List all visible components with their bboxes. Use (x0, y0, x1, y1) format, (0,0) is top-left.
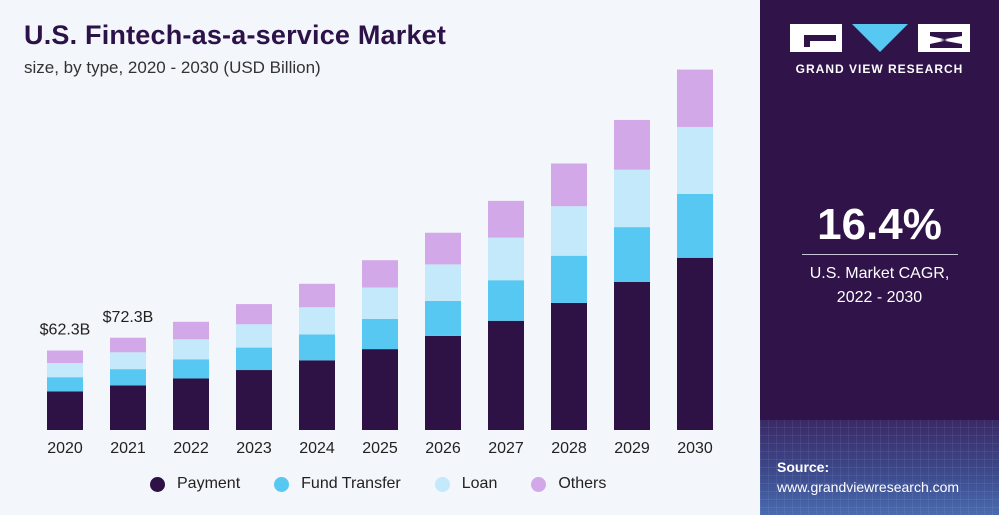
bar-fund-transfer-2026 (425, 301, 461, 336)
bar-others-2027 (488, 200, 524, 238)
bar-others-2023 (236, 304, 272, 325)
bar-others-2020 (47, 350, 83, 364)
bar-payment-2029 (614, 282, 650, 430)
x-tick-label-2024: 2024 (299, 440, 335, 457)
chart-title: U.S. Fintech-as-a-service Market (24, 20, 447, 50)
bar-fund-transfer-2030 (677, 193, 713, 258)
bar-others-2028 (551, 163, 587, 207)
legend-swatch-payment (150, 476, 165, 492)
legend-item-others: Others (531, 475, 606, 493)
bar-payment-2030 (677, 257, 713, 430)
bar-loan-2024 (299, 307, 335, 335)
bar-loan-2021 (110, 352, 146, 370)
bar-payment-2025 (362, 349, 398, 430)
sidebar-panel: GRAND VIEW RESEARCH 16.4% U.S. Market CA… (760, 0, 999, 515)
source-link[interactable]: www.grandviewresearch.com (777, 479, 960, 495)
x-tick-label-2027: 2027 (488, 440, 524, 457)
x-tick-label-2020: 2020 (47, 440, 83, 457)
cagr-label-line2: 2022 - 2030 (836, 289, 923, 306)
x-tick-label-2029: 2029 (614, 440, 650, 457)
bar-others-2022 (173, 321, 209, 340)
bar-fund-transfer-2024 (299, 334, 335, 361)
legend-swatch-fund-transfer (274, 476, 290, 492)
bar-fund-transfer-2029 (614, 227, 650, 282)
bar-payment-2020 (47, 391, 83, 430)
chart-area: 2020 2021 2022 2023 2024 2025 2026 2027 2028 2029… (40, 69, 713, 457)
bar-loan-2028 (551, 206, 587, 256)
grand-view-research-logo (790, 24, 970, 52)
bar-loan-2020 (47, 363, 83, 378)
bar-payment-2027 (488, 320, 524, 430)
cagr-label-line1: U.S. Market CAGR, (809, 265, 950, 282)
legend-swatch-others (531, 476, 547, 492)
data-label-2020: $62.3B (40, 322, 91, 339)
data-label-2021: $72.3B (103, 309, 154, 326)
bar-loan-2022 (173, 339, 209, 360)
bar-loan-2025 (362, 287, 398, 319)
bar-fund-transfer-2020 (47, 377, 83, 392)
bar-fund-transfer-2027 (488, 280, 524, 321)
legend-item-loan: Loan (434, 475, 498, 493)
data-labels: $62.3B $72.3B (40, 309, 154, 339)
source-title: Source: (777, 459, 830, 475)
legend-label-others: Others (558, 475, 607, 492)
bar-fund-transfer-2021 (110, 369, 146, 386)
bar-others-2026 (425, 232, 461, 265)
sidebar-footer-background (760, 420, 999, 515)
x-tick-label-2030: 2030 (677, 440, 713, 457)
cagr-divider (802, 254, 958, 255)
bar-others-2030 (677, 69, 713, 127)
bar-loan-2030 (677, 126, 713, 194)
bar-fund-transfer-2028 (551, 255, 587, 303)
legend-label-fund-transfer: Fund Transfer (301, 475, 401, 492)
legend-item-fund-transfer: Fund Transfer (274, 475, 401, 493)
legend-label-payment: Payment (177, 475, 241, 492)
bar-payment-2023 (236, 370, 272, 430)
bar-payment-2021 (110, 385, 146, 430)
bar-loan-2023 (236, 324, 272, 348)
bar-fund-transfer-2025 (362, 319, 398, 350)
legend-swatch-loan (434, 476, 450, 492)
x-tick-label-2021: 2021 (110, 440, 146, 457)
bar-others-2021 (110, 337, 146, 353)
legend: Payment Fund Transfer Loan Others (150, 475, 640, 493)
bar-fund-transfer-2022 (173, 359, 209, 379)
cagr-label: U.S. Market CAGR, 2022 - 2030 (760, 262, 999, 310)
x-tick-label-2025: 2025 (362, 440, 398, 457)
cagr-value: 16.4% (817, 200, 942, 249)
x-tick-label-2028: 2028 (551, 440, 587, 457)
bar-payment-2026 (425, 335, 461, 430)
bar-others-2025 (362, 260, 398, 288)
bar-others-2024 (299, 283, 335, 308)
bar-payment-2022 (173, 378, 209, 430)
brand-name: GRAND VIEW RESEARCH (795, 62, 964, 76)
x-tick-label-2023: 2023 (236, 440, 272, 457)
chart-subtitle: size, by type, 2020 - 2030 (USD Billion) (24, 58, 321, 77)
x-tick-label-2022: 2022 (173, 440, 209, 457)
x-tick-label-2026: 2026 (425, 440, 461, 457)
legend-item-payment: Payment (150, 475, 240, 493)
chart-panel: U.S. Fintech-as-a-service Market size, b… (24, 20, 713, 493)
bar-loan-2026 (425, 264, 461, 302)
bar-payment-2024 (299, 360, 335, 430)
bar-group (47, 69, 713, 430)
bar-fund-transfer-2023 (236, 347, 272, 371)
legend-label-loan: Loan (461, 475, 498, 492)
x-axis-labels: 2020 2021 2022 2023 2024 2025 2026 2027 2028 2029… (47, 440, 713, 457)
bar-payment-2028 (551, 302, 587, 430)
bar-loan-2029 (614, 169, 650, 228)
bar-loan-2027 (488, 237, 524, 281)
bar-others-2029 (614, 119, 650, 170)
